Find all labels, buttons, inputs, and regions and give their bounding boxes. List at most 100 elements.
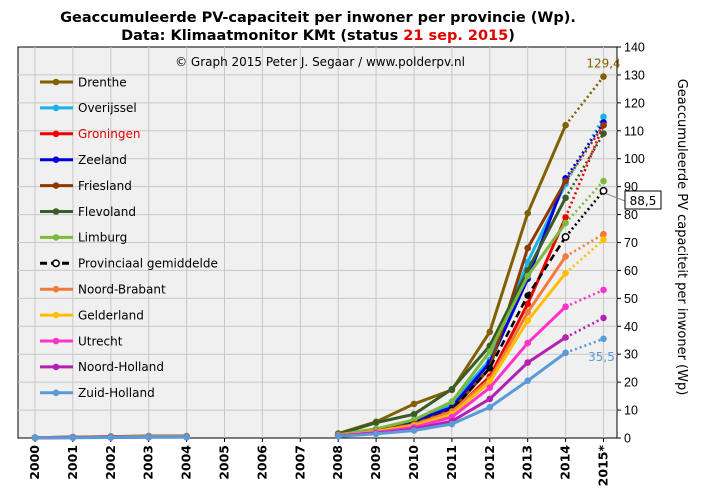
data-point — [562, 334, 569, 341]
data-point — [600, 230, 607, 238]
legend-swatch-marker — [52, 389, 60, 397]
y-tick-label: 110 — [624, 124, 644, 138]
legend-item: Noord-Holland — [40, 360, 164, 374]
data-point — [372, 430, 380, 438]
legend-item: Zuid-Holland — [40, 386, 155, 400]
legend-label: Limburg — [78, 231, 127, 245]
x-tick-label: 2011 — [444, 445, 459, 480]
y-tick-label: 10 — [624, 404, 638, 418]
data-point — [600, 130, 607, 137]
data-point — [600, 121, 607, 129]
chart-credit: © Graph 2015 Peter J. Segaar / www.polde… — [175, 55, 465, 69]
legend-item: Zeeland — [40, 153, 127, 167]
data-point — [524, 359, 531, 366]
data-point — [524, 377, 531, 385]
legend-label: Drenthe — [78, 75, 127, 89]
annotation-provinciaal-gemiddelde: 88,5 — [606, 190, 662, 210]
data-point — [562, 194, 569, 202]
x-tick-label: 2007 — [292, 445, 307, 480]
y-tick-label: 20 — [624, 376, 638, 390]
data-point — [562, 253, 569, 260]
data-point — [410, 410, 418, 418]
legend-label: Overijssel — [78, 101, 137, 115]
value-annotations: 129,4 88,5 35,5 — [586, 57, 662, 364]
y-tick-label: 0 — [624, 432, 631, 446]
data-point — [334, 433, 342, 440]
x-tick-label: 2006 — [254, 445, 269, 480]
data-point — [562, 269, 569, 277]
data-point — [524, 244, 531, 252]
data-point — [562, 303, 569, 311]
legend-swatch-marker — [52, 285, 60, 293]
legend-swatch-marker — [52, 208, 60, 215]
legend-item: Overijssel — [40, 101, 137, 115]
y-tick-label: 120 — [624, 96, 645, 110]
series-forecast-line — [564, 121, 605, 179]
series-forecast-line — [564, 233, 605, 258]
x-axis: 2000 2001 2002 2003 2004 2005 2006 2007 2008 2009… — [27, 438, 611, 486]
x-tick-label: 2010 — [406, 445, 421, 480]
series-zuid-holland — [31, 335, 607, 442]
legend-item: Drenthe — [40, 75, 127, 89]
data-point — [524, 272, 531, 280]
data-point — [600, 73, 607, 80]
data-point — [524, 339, 531, 347]
annotation-zuid-holland: 35,5 — [588, 350, 615, 364]
annotation-label: 88,5 — [630, 194, 657, 208]
data-point — [562, 214, 569, 221]
y-axis-label: Geaccumuleerde PV capaciteit per inwoner… — [674, 79, 689, 396]
x-tick-label: 2009 — [368, 445, 383, 480]
series-forecast-line — [564, 124, 605, 218]
data-point — [486, 384, 494, 392]
y-tick-label: 40 — [624, 320, 638, 334]
legend-item: Provinciaal gemiddelde — [40, 257, 218, 271]
subtitle-suffix: ) — [508, 28, 515, 44]
data-point — [524, 300, 531, 308]
x-tick-label: 2001 — [65, 445, 80, 480]
data-point — [562, 219, 569, 227]
x-tick-label: 2008 — [330, 445, 345, 480]
data-point — [486, 395, 494, 403]
legend-swatch-marker — [52, 130, 60, 138]
data-point — [69, 434, 77, 442]
legend-label: Zuid-Holland — [78, 386, 155, 400]
x-tick-label: 2015* — [596, 445, 611, 487]
y-tick-label: 60 — [624, 264, 638, 278]
data-point — [448, 420, 456, 428]
annotation-drenthe: 129,4 — [586, 57, 620, 71]
data-point — [524, 292, 531, 299]
data-point — [600, 236, 607, 244]
series-lines — [31, 73, 608, 442]
legend-swatch-marker — [52, 104, 60, 112]
legend-label: Friesland — [78, 179, 132, 193]
data-point — [562, 349, 569, 357]
legend-swatch-marker — [52, 311, 60, 319]
data-point — [372, 419, 380, 426]
data-point — [410, 427, 418, 434]
legend-swatch-marker — [52, 156, 60, 163]
series-forecast-line — [565, 316, 605, 339]
series-forecast-line — [565, 337, 604, 355]
data-point — [562, 121, 569, 129]
subtitle-prefix: Data: Klimaatmonitor KMt (status — [121, 28, 403, 44]
legend-label: Groningen — [78, 127, 140, 141]
legend-item: Friesland — [40, 179, 132, 193]
y-tick-label: 80 — [624, 208, 638, 222]
legend-item: Noord-Brabant — [40, 283, 166, 297]
data-point — [600, 335, 607, 343]
legend-label: Noord-Holland — [78, 360, 164, 374]
data-point — [31, 434, 39, 442]
legend-label: Noord-Brabant — [78, 283, 166, 297]
legend-item: Groningen — [40, 127, 140, 141]
x-tick-label: 2013 — [520, 445, 535, 480]
data-point — [486, 328, 494, 336]
legend-label: Utrecht — [78, 334, 123, 348]
data-point — [524, 309, 531, 316]
data-point — [600, 113, 607, 121]
x-tick-label: 2014 — [558, 445, 573, 480]
legend-label: Provinciaal gemiddelde — [78, 257, 218, 271]
legend-label: Zeeland — [78, 153, 127, 167]
data-point — [562, 177, 569, 185]
